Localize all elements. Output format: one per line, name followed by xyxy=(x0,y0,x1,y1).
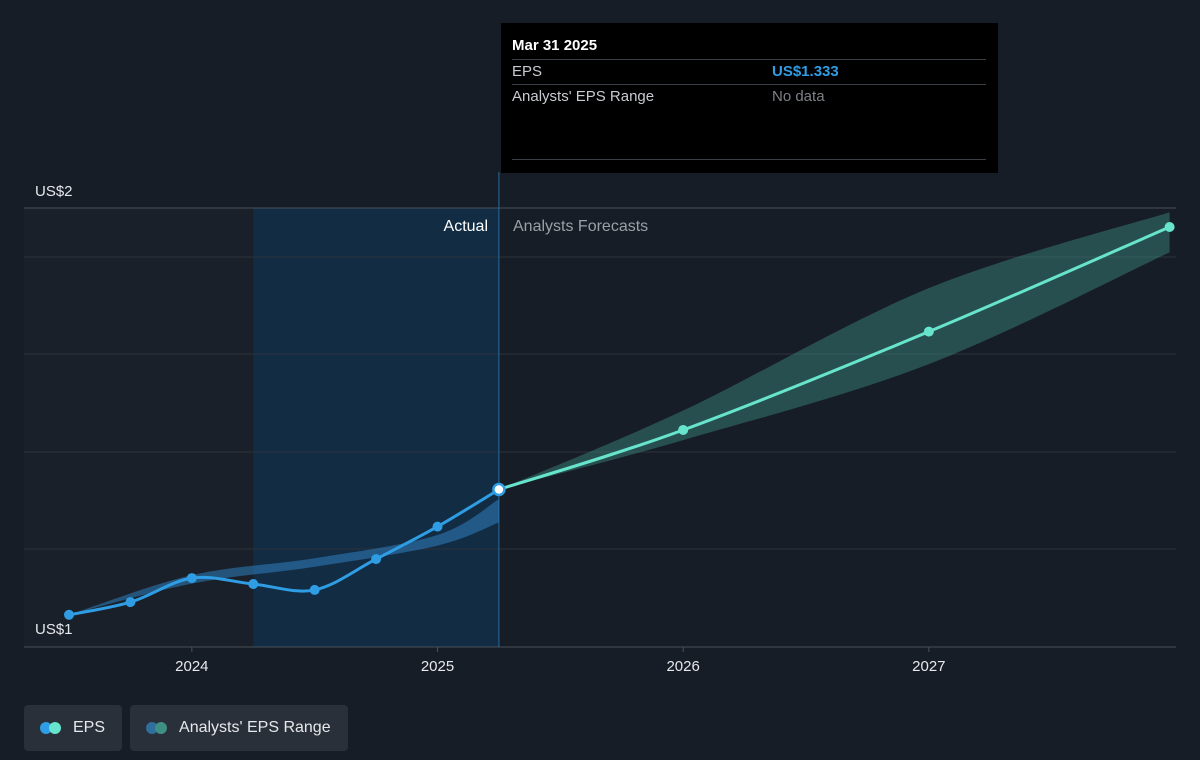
legend-item-eps[interactable]: EPS xyxy=(24,705,123,751)
tooltip-eps-label: EPS xyxy=(512,63,543,80)
past-region-shade xyxy=(24,208,254,647)
tooltip-range-label: Analysts' EPS Range xyxy=(512,88,655,105)
eps-range-band-actual xyxy=(69,499,499,615)
eps-point-forecast xyxy=(1164,221,1175,232)
eps-point-actual xyxy=(371,554,382,565)
eps-point-actual xyxy=(248,579,259,590)
eps-point-forecast xyxy=(923,326,934,337)
x-tick-label: 2025 xyxy=(421,658,454,675)
eps-point-actual xyxy=(64,609,74,620)
legend-eps-label: EPS xyxy=(73,719,106,736)
eps-point-actual xyxy=(125,597,136,608)
legend-item-eps-range[interactable]: Analysts' EPS Range xyxy=(130,705,348,751)
tooltip-date: Mar 31 2025 xyxy=(512,37,598,54)
tooltip-divider xyxy=(512,159,986,160)
legend-eps-swatch xyxy=(40,722,62,734)
eps-line-forecast xyxy=(497,225,1172,491)
x-tick-label: 2024 xyxy=(175,658,208,675)
tooltip-row-range: Analysts' EPS Range No data xyxy=(512,84,986,110)
eps-point-forecast xyxy=(678,424,689,435)
highlight-band xyxy=(253,208,499,647)
x-axis-ticks: 2024 2025 2026 2027 xyxy=(175,647,946,675)
eps-point-actual xyxy=(432,521,443,532)
eps-point-highlighted xyxy=(492,482,506,497)
legend-range-swatch xyxy=(146,722,168,734)
eps-range-bands xyxy=(69,212,1170,615)
gridlines xyxy=(24,207,1176,648)
tooltip: Mar 31 2025 EPS US$1.333 Analysts' EPS R… xyxy=(501,23,998,173)
tooltip-row-eps: EPS US$1.333 xyxy=(512,59,986,85)
tooltip-eps-value: US$1.333 xyxy=(772,63,839,80)
forecast-region-label: Analysts Forecasts xyxy=(513,218,648,235)
actual-region-label: Actual xyxy=(444,218,488,235)
eps-range-band-forecast xyxy=(498,212,1170,490)
eps-point-actual xyxy=(309,584,320,595)
x-tick-label: 2026 xyxy=(666,658,699,675)
y-axis-bottom-label: US$1 xyxy=(35,621,73,638)
legend-range-label: Analysts' EPS Range xyxy=(179,719,331,736)
x-tick-label: 2027 xyxy=(912,658,945,675)
y-axis-top-label: US$2 xyxy=(35,183,73,200)
tooltip-range-value: No data xyxy=(772,88,825,105)
legend: EPS Analysts' EPS Range xyxy=(24,705,348,751)
eps-points xyxy=(64,221,1175,620)
eps-point-actual xyxy=(186,573,197,584)
